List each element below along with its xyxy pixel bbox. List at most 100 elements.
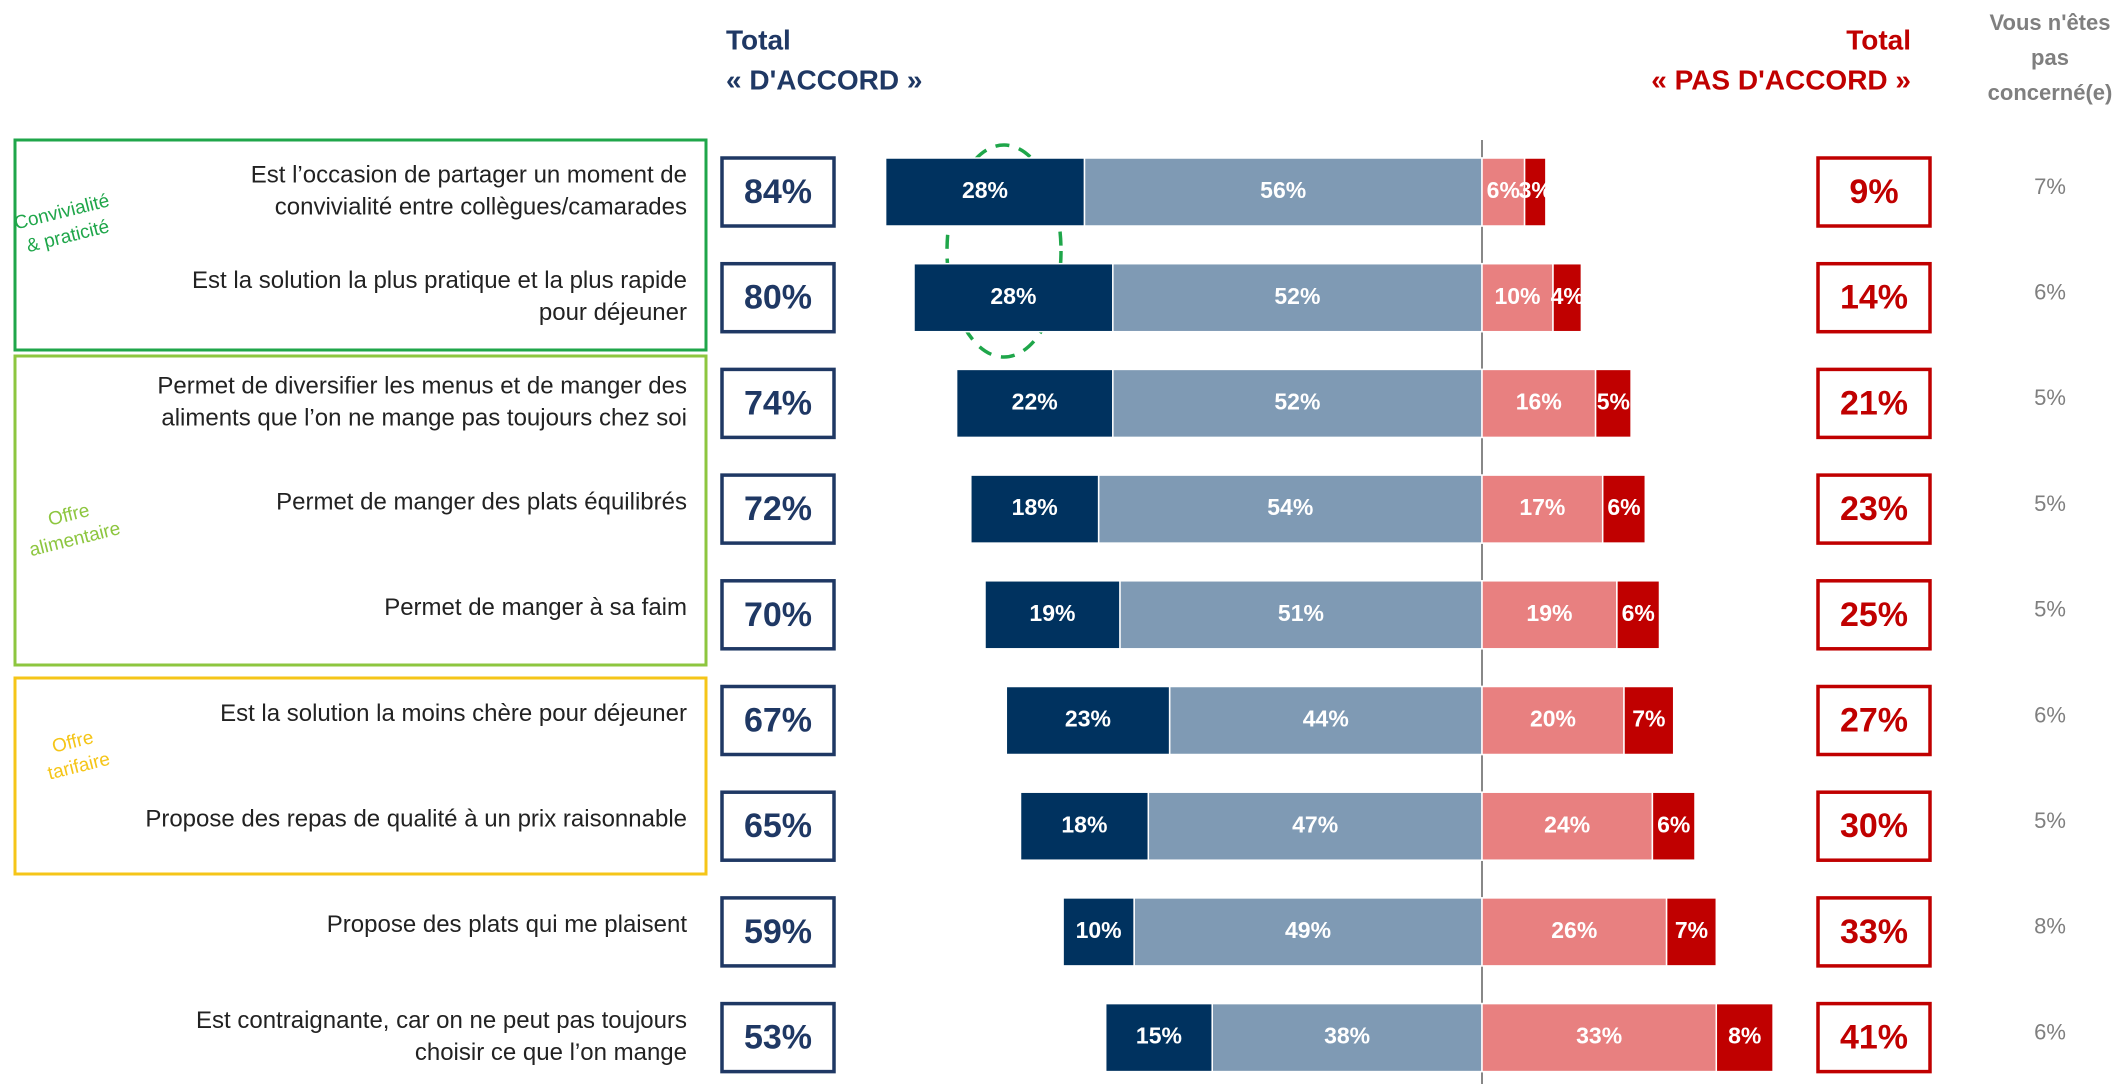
segment-label: 5% bbox=[1597, 388, 1630, 414]
segment-label: 3% bbox=[1519, 177, 1552, 203]
header-not-concerned: Vous n'êtes bbox=[1990, 10, 2111, 35]
total-label: 33% bbox=[1840, 913, 1908, 951]
header-not-concerned: concerné(e) bbox=[1988, 80, 2113, 105]
total-box bbox=[1816, 367, 1932, 440]
category-label: Propose des repas de qualité à un prix r… bbox=[145, 806, 687, 833]
total-box bbox=[720, 156, 836, 228]
not-concerned-value: 5% bbox=[2034, 491, 2066, 516]
segment-label: 52% bbox=[1274, 388, 1320, 414]
total-label: 67% bbox=[744, 701, 812, 739]
segment-label: 6% bbox=[1487, 177, 1520, 203]
total-box bbox=[720, 684, 836, 757]
bar-segment bbox=[1019, 791, 1150, 861]
segment-label: 24% bbox=[1544, 811, 1590, 837]
segment-label: 20% bbox=[1530, 706, 1576, 732]
total-box bbox=[720, 261, 836, 334]
bar-segment bbox=[955, 368, 1114, 439]
segment-label: 54% bbox=[1267, 494, 1313, 520]
total-label: 84% bbox=[744, 173, 812, 211]
segment-label: 7% bbox=[1675, 917, 1708, 943]
not-concerned-value: 5% bbox=[2034, 597, 2066, 622]
bar-segment bbox=[1481, 1002, 1718, 1073]
bar-segment bbox=[1481, 262, 1554, 333]
segment-label: 38% bbox=[1324, 1023, 1370, 1049]
segment-label: 6% bbox=[1607, 494, 1640, 520]
bar-segment bbox=[1665, 897, 1718, 967]
category-label: Permet de manger à sa faim bbox=[384, 594, 687, 621]
segment-label: 18% bbox=[1012, 494, 1058, 520]
total-label: 21% bbox=[1840, 384, 1908, 422]
category-label: Permet de manger des plats équilibrés bbox=[276, 488, 687, 515]
header-disagree: Total bbox=[1846, 24, 1911, 55]
bar-segment bbox=[884, 157, 1086, 227]
segment-label: 15% bbox=[1136, 1023, 1182, 1049]
segment-label: 56% bbox=[1260, 177, 1306, 203]
bar-segment bbox=[1601, 474, 1647, 544]
bar-segment bbox=[1623, 685, 1675, 756]
segment-label: 19% bbox=[1029, 600, 1075, 626]
category-label: Est contraignante, car on ne peut pas to… bbox=[196, 1007, 687, 1034]
segment-label: 28% bbox=[990, 283, 1036, 309]
highlight-ellipse bbox=[945, 143, 1063, 359]
header-disagree: « PAS D'ACCORD » bbox=[1651, 64, 1911, 95]
total-label: 25% bbox=[1840, 596, 1908, 634]
total-box bbox=[1816, 579, 1932, 651]
bar-segment bbox=[1083, 157, 1483, 227]
segment-label: 51% bbox=[1278, 600, 1324, 626]
category-label: convivialité entre collègues/camarades bbox=[275, 193, 687, 220]
segment-label: 28% bbox=[962, 177, 1008, 203]
not-concerned-value: 5% bbox=[2034, 808, 2066, 833]
total-label: 9% bbox=[1849, 173, 1898, 211]
bar-segment bbox=[1651, 791, 1696, 861]
category-label: Propose des plats qui me plaisent bbox=[327, 911, 688, 938]
segment-label: 4% bbox=[1551, 283, 1584, 309]
category-label: Est l’occasion de partager un moment de bbox=[251, 161, 687, 188]
category-label: choisir ce que l’on mange bbox=[415, 1039, 687, 1066]
header-agree: Total bbox=[726, 24, 791, 55]
total-label: 59% bbox=[744, 913, 812, 951]
group-box bbox=[13, 138, 708, 352]
segment-label: 8% bbox=[1728, 1023, 1761, 1049]
bar-segment bbox=[1481, 368, 1597, 439]
category-label: Permet de diversifier les menus et de ma… bbox=[157, 373, 687, 400]
total-box bbox=[1816, 473, 1932, 545]
total-box bbox=[720, 473, 836, 545]
segment-label: 19% bbox=[1526, 600, 1572, 626]
group-box bbox=[13, 354, 708, 667]
bar-segment bbox=[1112, 262, 1483, 333]
bar-segment bbox=[1715, 1002, 1774, 1073]
bar-segment bbox=[984, 580, 1121, 650]
total-box bbox=[1816, 896, 1932, 968]
bar-segment bbox=[1168, 685, 1483, 756]
total-label: 41% bbox=[1840, 1019, 1908, 1057]
total-box bbox=[1816, 790, 1932, 862]
bar-segment bbox=[1062, 897, 1135, 967]
header-not-concerned: pas bbox=[2031, 45, 2069, 70]
bar-segment bbox=[970, 474, 1100, 544]
segment-label: 6% bbox=[1657, 811, 1690, 837]
bar-segment bbox=[1523, 157, 1547, 227]
bar-segment bbox=[913, 262, 1114, 333]
total-label: 70% bbox=[744, 596, 812, 634]
segment-label: 52% bbox=[1274, 283, 1320, 309]
segment-label: 6% bbox=[1622, 600, 1655, 626]
total-label: 65% bbox=[744, 807, 812, 845]
total-label: 14% bbox=[1840, 279, 1908, 317]
bar-segment bbox=[1104, 1002, 1213, 1073]
bar-segment bbox=[1616, 580, 1661, 650]
segment-label: 33% bbox=[1576, 1023, 1622, 1049]
bar-segment bbox=[1594, 368, 1632, 439]
total-box bbox=[1816, 1001, 1932, 1074]
category-label: aliments que l’on ne mange pas toujours … bbox=[161, 405, 687, 432]
total-box bbox=[720, 579, 836, 651]
total-label: 80% bbox=[744, 279, 812, 317]
category-label: pour déjeuner bbox=[539, 299, 687, 326]
total-label: 30% bbox=[1840, 807, 1908, 845]
bar-segment bbox=[1133, 897, 1483, 967]
total-box bbox=[1816, 156, 1932, 228]
total-label: 72% bbox=[744, 490, 812, 528]
not-concerned-value: 8% bbox=[2034, 914, 2066, 939]
bar-segment bbox=[1481, 157, 1526, 227]
bar-segment bbox=[1097, 474, 1483, 544]
